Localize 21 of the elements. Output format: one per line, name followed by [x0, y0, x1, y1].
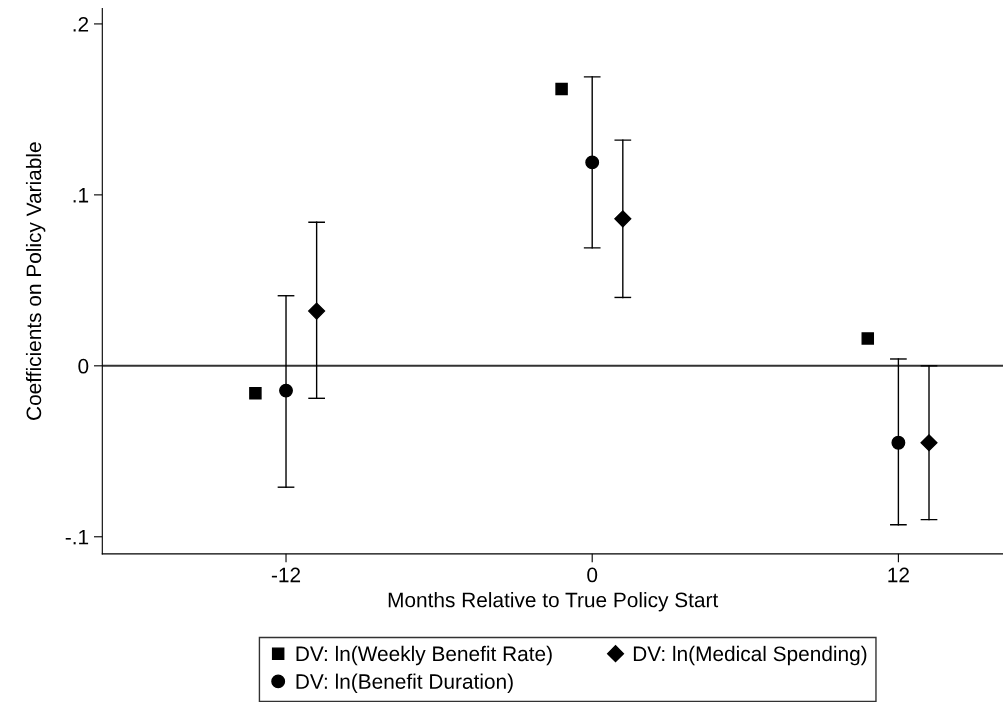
point	[249, 386, 262, 400]
x-tick-label: -12	[271, 567, 301, 583]
y-axis-title: Coefficients on Policy Variable	[25, 142, 46, 420]
legend-label: DV: ln(Benefit Duration)	[296, 673, 513, 694]
point	[614, 210, 632, 228]
point	[279, 383, 293, 398]
x-tick-label: 0	[587, 567, 598, 583]
point	[920, 434, 938, 452]
point	[891, 435, 906, 450]
x-tick-label: 12	[888, 567, 909, 583]
legend-label: DV: ln(Medical Spending)	[633, 645, 867, 666]
point	[308, 302, 326, 320]
point	[585, 155, 600, 170]
x-axis-title: Months Relative to True Policy Start	[388, 592, 719, 612]
legend-label: DV: ln(Weekly Benefit Rate)	[296, 645, 552, 666]
point	[861, 332, 875, 345]
y-tick-label: 0	[78, 358, 89, 374]
point	[555, 82, 568, 96]
y-tick-label: .1	[73, 188, 89, 203]
y-tick-label: -.1	[65, 529, 89, 545]
y-tick-label: .2	[73, 16, 89, 32]
